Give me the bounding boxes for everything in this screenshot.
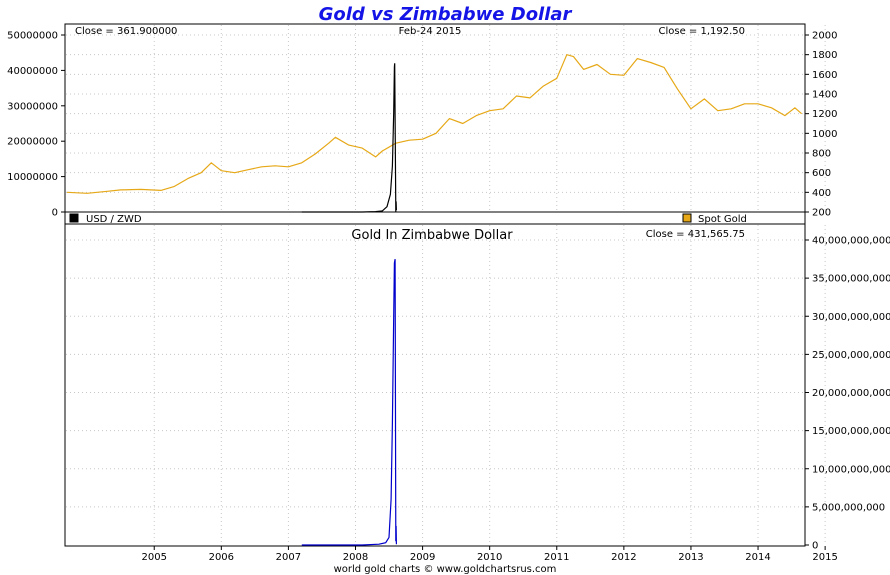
- x-axis-ticks: 2005 2006 2007 2008 2009 2010 2011 2012 2013 2014…: [142, 546, 838, 563]
- top-left-axis-ticks: 0 10000000 20000000 30000000 40000000 5000000…: [7, 31, 65, 219]
- top-panel-frame: [64, 23, 806, 225]
- series-line-gold-in-zwd: [301, 258, 397, 546]
- left-tick-label: 10000000: [7, 172, 58, 183]
- top-right-close-label: Close = 1,192.50: [658, 26, 745, 37]
- bottom-right-tick-label: 0: [812, 541, 818, 552]
- bottom-right-close-label: Close = 431,565.75: [646, 229, 745, 240]
- chart-title: Gold vs Zimbabwe Dollar: [319, 4, 573, 25]
- top-panel: 0 10000000 20000000 30000000 40000000 5000000…: [7, 23, 837, 225]
- legend-label-spot-gold: Spot Gold: [698, 214, 747, 225]
- left-tick-label: 50000000: [7, 31, 58, 42]
- legend-swatch-spot-gold: [682, 213, 692, 223]
- x-tick-label: 2012: [611, 552, 636, 563]
- right-tick-label: 1800: [812, 50, 837, 61]
- right-tick-label: 600: [812, 168, 831, 179]
- legend-swatch-usd-zwd: [69, 213, 79, 223]
- x-tick-label: 2009: [410, 552, 435, 563]
- date-label: Feb-24 2015: [399, 26, 462, 37]
- right-tick-label: 800: [812, 149, 831, 160]
- left-tick-label: 30000000: [7, 101, 58, 112]
- bottom-right-tick-label: 35,000,000,000: [812, 274, 890, 285]
- bottom-right-tick-label: 30,000,000,000: [812, 312, 890, 323]
- x-tick-label: 2014: [745, 552, 770, 563]
- bottom-right-tick-label: 10,000,000,000: [812, 464, 890, 475]
- x-tick-label: 2010: [477, 552, 502, 563]
- x-tick-label: 2011: [544, 552, 569, 563]
- bottom-right-axis-ticks: 0 5,000,000,000 10,000,000,000 15,000,000,0…: [805, 236, 890, 552]
- left-tick-label: 0: [52, 208, 58, 219]
- footer-credit: world gold charts © www.goldchartsrus.co…: [334, 564, 557, 575]
- top-gridlines: [66, 25, 826, 211]
- bottom-right-tick-label: 20,000,000,000: [812, 388, 890, 399]
- bottom-gridlines: [66, 225, 826, 545]
- x-tick-label: 2013: [678, 552, 703, 563]
- bottom-right-tick-label: 15,000,000,000: [812, 426, 890, 437]
- top-right-axis-ticks: 200 400 600 800 1000 1200 1400 1600 1800 2000: [805, 31, 837, 219]
- right-tick-label: 200: [812, 208, 831, 219]
- bottom-panel: 0 5,000,000,000 10,000,000,000 15,000,000,0…: [64, 223, 890, 552]
- left-tick-label: 20000000: [7, 137, 58, 148]
- x-tick-label: 2006: [209, 552, 234, 563]
- top-left-close-label: Close = 361.900000: [75, 26, 177, 37]
- left-tick-label: 40000000: [7, 66, 58, 77]
- bottom-right-tick-label: 5,000,000,000: [812, 502, 885, 513]
- bottom-series-lines: [301, 258, 397, 546]
- series-line-spot-gold: [66, 54, 802, 194]
- legend-label-usd-zwd: USD / ZWD: [86, 214, 142, 225]
- right-tick-label: 2000: [812, 31, 837, 42]
- right-tick-label: 1000: [812, 129, 837, 140]
- bottom-right-tick-label: 25,000,000,000: [812, 350, 890, 361]
- right-tick-label: 400: [812, 188, 831, 199]
- x-tick-label: 2008: [343, 552, 368, 563]
- right-tick-label: 1600: [812, 70, 837, 81]
- bottom-panel-title: Gold In Zimbabwe Dollar: [351, 228, 513, 243]
- right-tick-label: 1400: [812, 90, 837, 101]
- bottom-right-tick-label: 40,000,000,000: [812, 236, 890, 247]
- bottom-panel-frame: [64, 223, 806, 547]
- x-tick-label: 2015: [812, 552, 837, 563]
- right-tick-label: 1200: [812, 109, 837, 120]
- x-tick-label: 2005: [142, 552, 167, 563]
- x-tick-label: 2007: [276, 552, 301, 563]
